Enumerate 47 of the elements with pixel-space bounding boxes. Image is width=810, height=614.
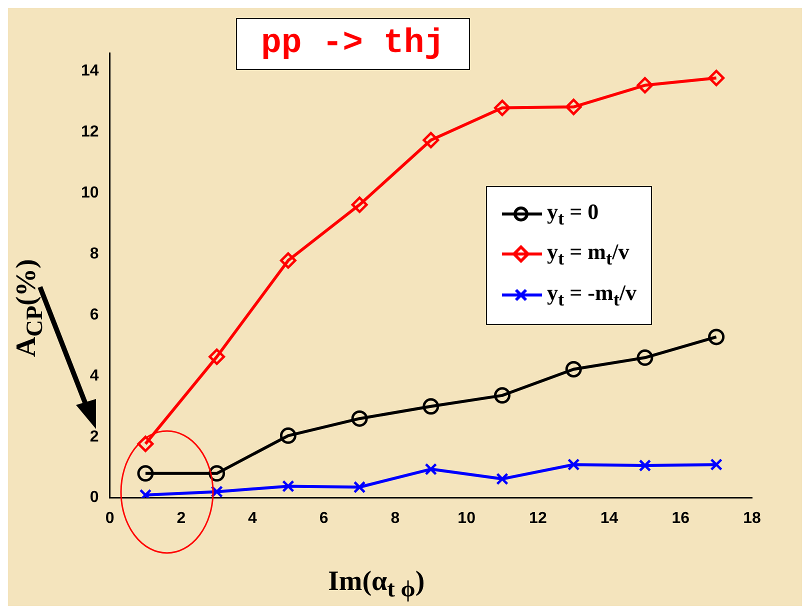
- point: [567, 458, 580, 471]
- point: [208, 348, 226, 365]
- point: [137, 436, 154, 452]
- y-tick-label: 4: [90, 367, 99, 384]
- legend-label: y$_{t}$ = 0: [547, 199, 599, 228]
- point: [638, 459, 652, 472]
- point: [708, 70, 725, 86]
- point: [565, 98, 582, 116]
- x-tick-label: 16: [672, 510, 690, 527]
- y-tick-label: 0: [90, 489, 99, 506]
- point: [353, 480, 366, 494]
- point: [708, 328, 725, 346]
- point: [496, 472, 508, 486]
- chart-title: pp -> thj: [236, 18, 470, 70]
- point: [280, 252, 296, 269]
- point: [351, 410, 368, 427]
- y-tick-label: 6: [90, 306, 99, 324]
- x-axis-title: Im(α$_{t ϕ}$): [328, 566, 425, 604]
- y-tick-label: 2: [90, 428, 99, 446]
- point: [351, 196, 368, 213]
- y-tick-label: 8: [90, 245, 99, 262]
- point: [424, 462, 438, 476]
- x-tick-label: 12: [529, 510, 547, 527]
- x-tick-label: 0: [105, 510, 114, 527]
- point: [282, 480, 294, 492]
- point: [137, 465, 154, 482]
- x-tick-label: 18: [743, 510, 761, 527]
- x-tick-label: 2: [176, 510, 186, 527]
- x-tick-label: 14: [600, 510, 618, 527]
- legend-label: y$_{t}$ = -m$_{t}$/v: [547, 280, 637, 310]
- point: [636, 77, 654, 94]
- point: [280, 427, 296, 444]
- x-tick-label: 6: [319, 510, 328, 527]
- point: [710, 458, 723, 471]
- point: [494, 387, 511, 404]
- point: [494, 100, 511, 116]
- x-tick-label: 10: [458, 510, 476, 527]
- point: [565, 360, 582, 378]
- point: [422, 132, 440, 148]
- y-tick-label: 12: [81, 124, 99, 141]
- x-tick-label: 4: [248, 510, 258, 527]
- point: [422, 398, 440, 415]
- y-tick-label: 14: [81, 62, 99, 80]
- y-tick-label: 10: [81, 184, 99, 202]
- point: [636, 349, 654, 366]
- legend-label: y$_{t}$ = m$_{t}$/v: [547, 239, 630, 269]
- x-tick-label: 8: [390, 510, 400, 527]
